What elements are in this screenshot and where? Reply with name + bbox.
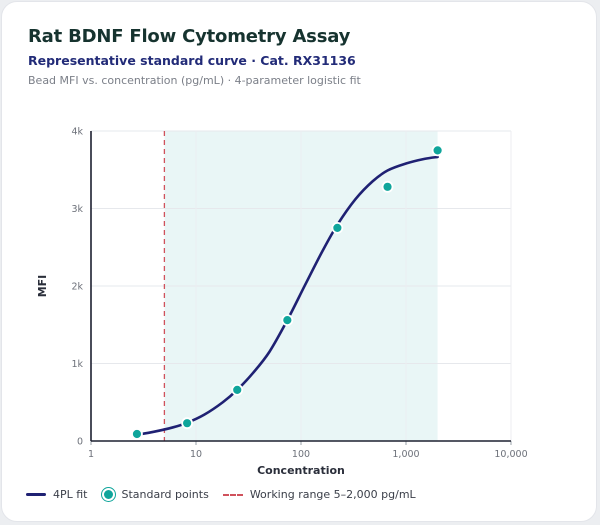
y-tick-label: 0 [77,437,83,448]
y-tick-label: 3k [71,204,83,215]
standard-point [231,383,244,396]
chart-legend: 4PL fit Standard points Working range 5–… [26,488,430,501]
y-tick-label: 1k [71,359,83,370]
standard-point [331,221,344,234]
standard-point [281,314,294,327]
chart-title: Rat BDNF Flow Cytometry Assay [28,26,351,47]
x-tick-label: 1 [88,449,94,460]
chart-subtitle: Representative standard curve · Cat. RX3… [28,53,356,68]
point-swatch [101,488,115,501]
y-tick-label: 2k [71,282,83,293]
x-tick-label: 1,000 [392,449,419,460]
chart-caption: Bead MFI vs. concentration (pg/mL) · 4-p… [28,74,361,87]
standard-point [181,417,194,430]
standard-point [431,144,444,157]
legend-range-label: Working range 5–2,000 pg/mL [249,488,416,501]
fit-line-swatch [26,493,46,496]
x-axis-title: Concentration [257,464,345,477]
standard-point [131,428,143,440]
standard-point [381,180,394,193]
x-tick-label: 10,000 [494,449,527,460]
x-tick-label: 100 [292,449,310,460]
y-tick-label: 4k [71,127,83,138]
legend-item-fit: 4PL fit [26,488,88,501]
legend-item-range: Working range 5–2,000 pg/mL [222,488,416,501]
legend-points-label: Standard points [121,488,209,501]
x-tick-label: 10 [190,449,202,460]
legend-fit-label: 4PL fit [53,488,88,501]
y-axis-title: MFI [36,275,49,298]
range-line-swatch [222,493,243,496]
legend-item-points: Standard points [101,488,209,501]
